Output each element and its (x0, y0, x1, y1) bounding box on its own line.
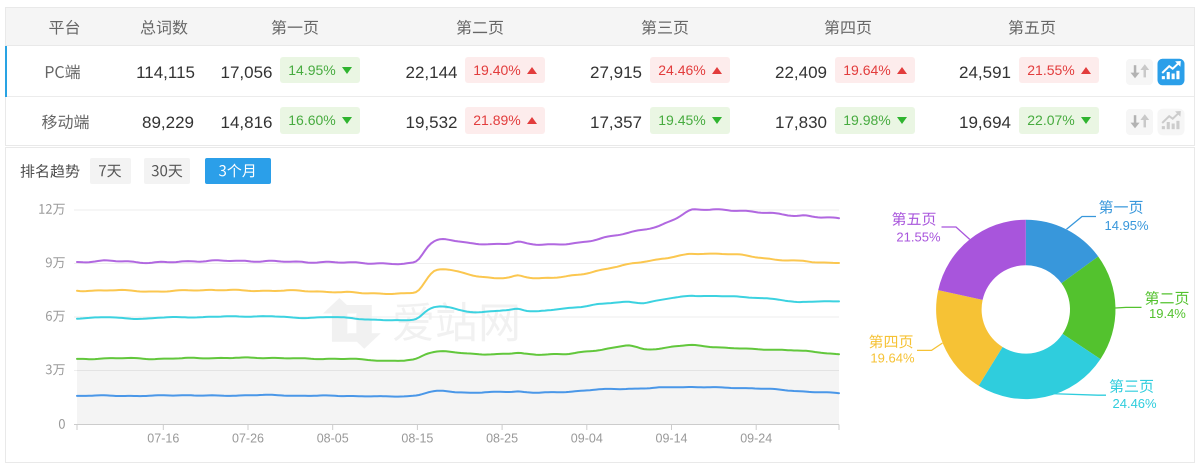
svg-text:24.46%: 24.46% (1113, 396, 1158, 411)
svg-text:08-05: 08-05 (317, 431, 349, 445)
svg-text:09-24: 09-24 (740, 431, 772, 445)
svg-text:07-26: 07-26 (232, 431, 264, 445)
svg-text:08-25: 08-25 (486, 431, 518, 445)
svg-text:19.4%: 19.4% (1149, 306, 1186, 321)
svg-text:08-15: 08-15 (401, 431, 433, 445)
svg-text:21.55%: 21.55% (896, 230, 941, 245)
svg-text:09-04: 09-04 (571, 431, 603, 445)
svg-text:09-14: 09-14 (656, 431, 688, 445)
svg-text:19.64%: 19.64% (870, 350, 915, 365)
svg-text:14.95%: 14.95% (1105, 218, 1150, 233)
svg-text:07-16: 07-16 (147, 431, 179, 445)
